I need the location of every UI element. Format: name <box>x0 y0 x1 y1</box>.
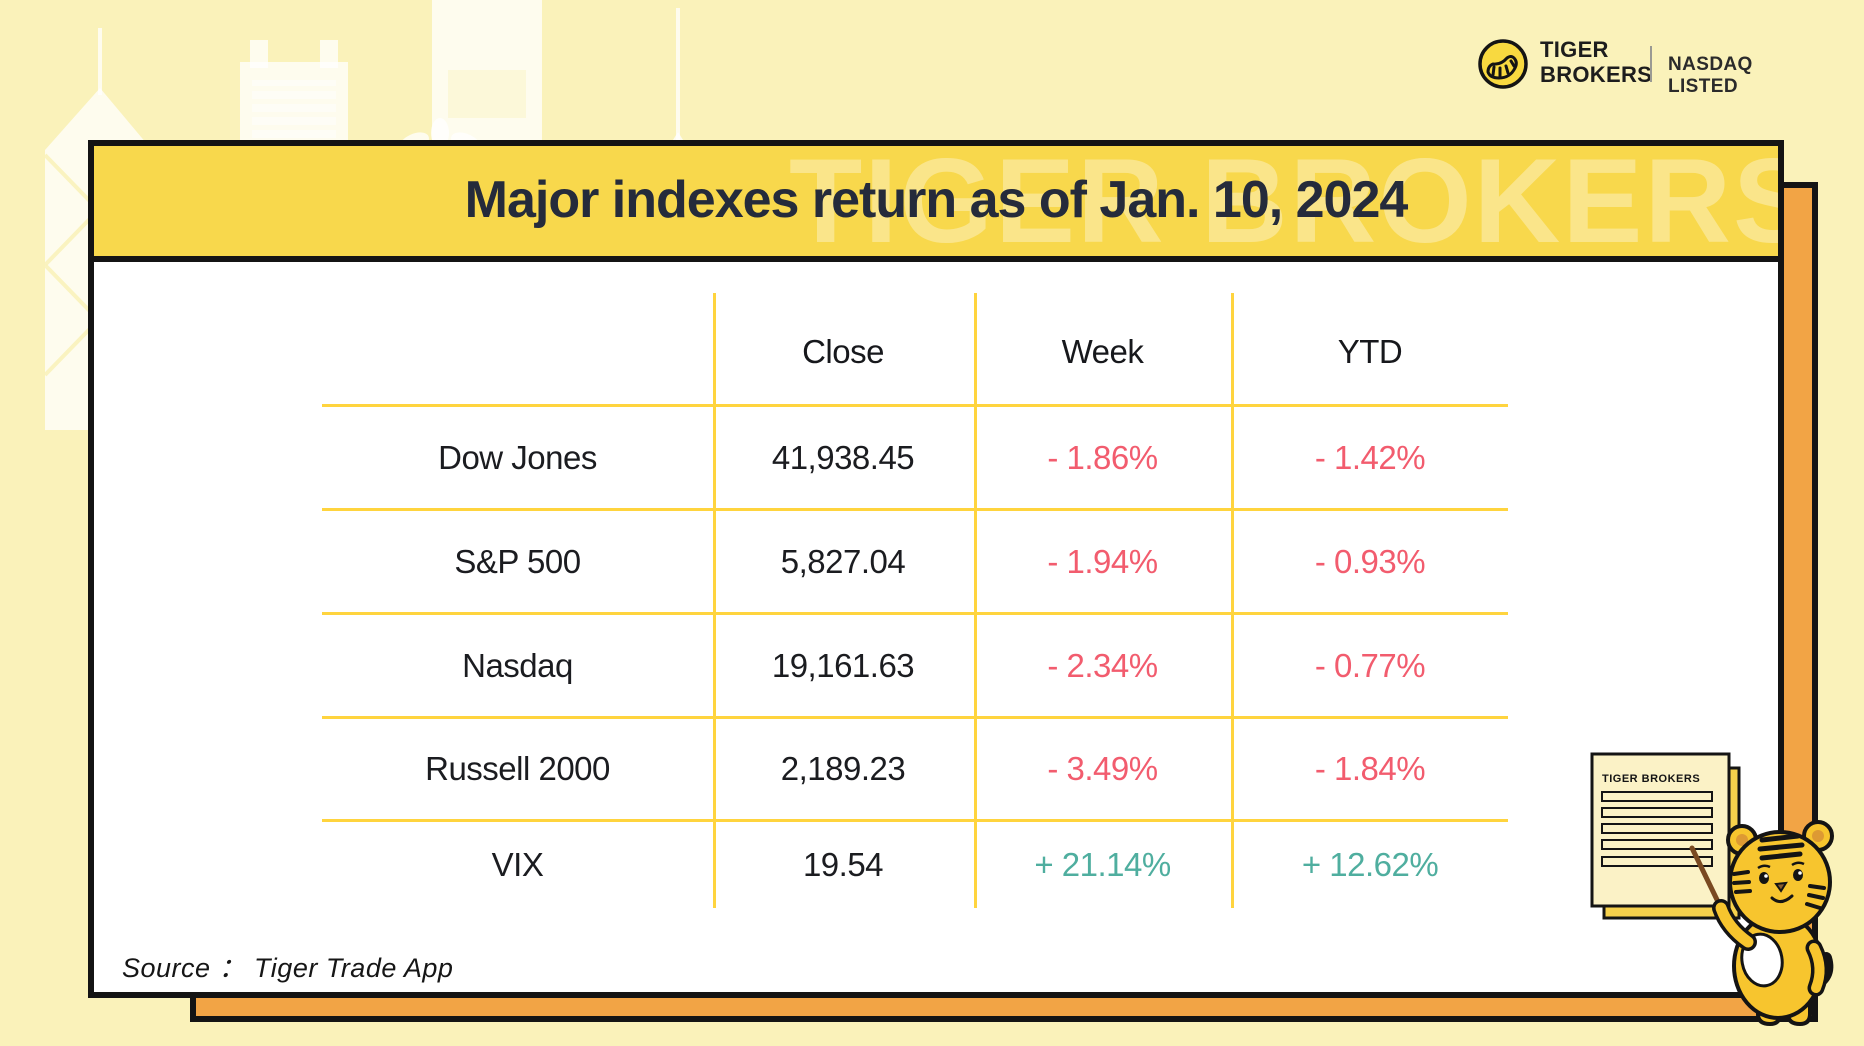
title-bar: TIGER BROKERS Major indexes return as of… <box>94 146 1778 262</box>
index-name-cell: S&P 500 <box>454 542 581 580</box>
column-header-ytd: YTD <box>1337 333 1403 370</box>
nasdaq-listed-label: NASDAQ LISTED <box>1668 54 1753 97</box>
table-row: S&P 500 5,827.04 - 1.94% - 0.93% <box>322 511 1508 612</box>
week-cell: + 21.14% <box>1034 846 1171 883</box>
table-row: VIX 19.54 + 21.14% + 12.62% <box>322 822 1508 908</box>
table-row: Russell 2000 2,189.23 - 3.49% - 1.84% <box>322 719 1508 819</box>
table-grid-line-horizontal-3 <box>322 612 1508 615</box>
brand-logo: TIGER BROKERS NASDAQ LISTED <box>1470 34 1815 97</box>
brand-name: TIGER BROKERS <box>1540 37 1652 87</box>
source-note: Source ： Tiger Trade App <box>122 953 454 983</box>
table-row: Dow Jones 41,938.45 - 1.86% - 1.42% <box>322 407 1508 508</box>
table-grid-line-horizontal-1 <box>322 404 1508 407</box>
page-title: Major indexes return as of Jan. 10, 2024 <box>464 170 1409 229</box>
index-name-cell: Russell 2000 <box>425 750 610 787</box>
index-name-cell: Dow Jones <box>438 438 597 476</box>
table-grid-line-horizontal-5 <box>322 819 1508 822</box>
ytd-cell: - 1.42% <box>1314 438 1426 476</box>
table-row: Nasdaq 19,161.63 - 2.34% - 0.77% <box>322 615 1508 716</box>
paper-title: TIGER BROKERS <box>1602 773 1700 785</box>
ytd-cell: + 12.62% <box>1301 846 1439 883</box>
column-header-close: Close <box>802 333 884 370</box>
ytd-cell: - 0.77% <box>1314 646 1426 684</box>
table-grid-line-vertical-1 <box>713 293 716 908</box>
brand-divider <box>1650 46 1652 82</box>
column-header-week: Week <box>1061 333 1144 370</box>
close-cell: 5,827.04 <box>780 542 906 580</box>
close-cell: 19,161.63 <box>771 646 915 684</box>
table-grid-line-vertical-3 <box>1231 293 1234 908</box>
ytd-cell: - 1.84% <box>1314 750 1426 787</box>
week-cell: - 1.86% <box>1047 438 1158 476</box>
title-watermark: TIGER BROKERS <box>789 146 1778 262</box>
close-cell: 19.54 <box>802 846 884 883</box>
week-cell: - 3.49% <box>1047 750 1158 787</box>
table-header-row: Close Week YTD <box>322 300 1508 404</box>
week-cell: - 2.34% <box>1047 646 1158 684</box>
table-grid-line-horizontal-2 <box>322 508 1508 511</box>
brand-name-line1: TIGER <box>1540 37 1609 62</box>
index-name-cell: VIX <box>491 846 544 883</box>
tiger-brokers-logo-icon <box>1478 39 1528 89</box>
main-card: TIGER BROKERS Major indexes return as of… <box>88 140 1784 998</box>
week-cell: - 1.94% <box>1047 542 1158 580</box>
close-cell: 2,189.23 <box>780 750 906 787</box>
tiger-mascot-graphic: TIGER BROKERS <box>1590 752 1834 1027</box>
table-grid-line-vertical-2 <box>974 293 977 908</box>
table-grid-line-horizontal-4 <box>322 716 1508 719</box>
close-cell: 41,938.45 <box>771 438 915 476</box>
index-name-cell: Nasdaq <box>462 646 573 684</box>
ytd-cell: - 0.93% <box>1314 542 1426 580</box>
brand-name-line2: BROKERS <box>1540 62 1653 87</box>
